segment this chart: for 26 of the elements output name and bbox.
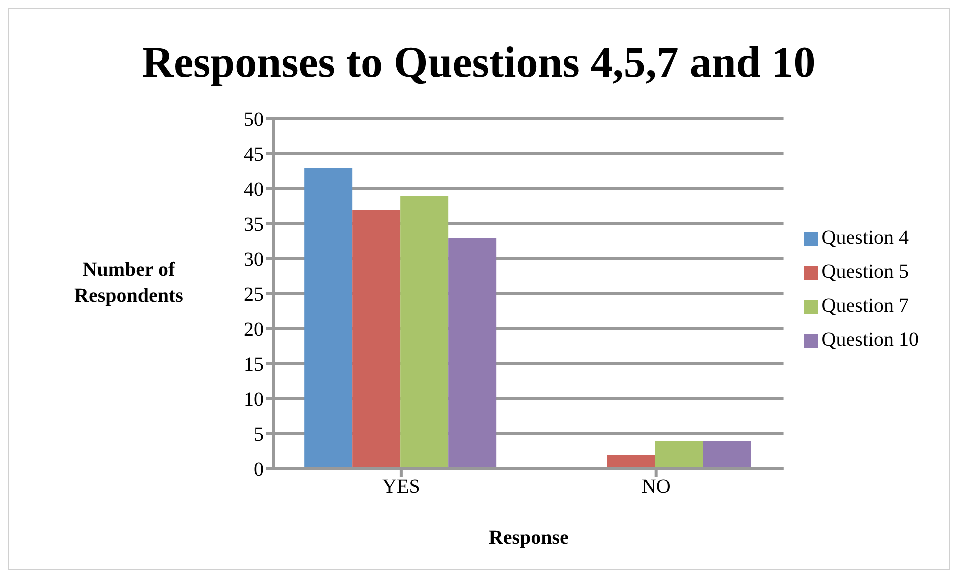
y-tick-label: 25 (244, 284, 264, 306)
legend-label: Question 5 (822, 261, 909, 283)
y-tick-label: 45 (244, 144, 264, 166)
bar (448, 238, 497, 469)
legend-label: Question 10 (822, 329, 919, 351)
bar (655, 441, 704, 469)
bar (400, 196, 449, 469)
y-tick-label: 30 (244, 249, 264, 272)
y-axis-title: Number of Respondents (74, 258, 184, 309)
y-tick-label: 5 (254, 424, 264, 446)
chart-title: Responses to Questions 4,5,7 and 10 (141, 37, 817, 88)
legend-label: Question 7 (822, 295, 909, 317)
y-tick-label: 0 (254, 459, 264, 482)
bar (703, 441, 752, 469)
y-tick-label: 50 (244, 109, 264, 132)
y-tick-label: 15 (244, 354, 264, 376)
y-tick-label: 10 (244, 389, 264, 412)
x-axis-title: Response (488, 527, 570, 549)
legend-label: Question 4 (822, 227, 909, 249)
bar (352, 210, 401, 469)
bar (304, 168, 353, 469)
y-tick-label: 35 (244, 214, 264, 236)
y-tick-label: 40 (244, 179, 264, 202)
x-tick-label: YES (382, 476, 420, 498)
y-tick-label: 20 (244, 319, 264, 342)
x-tick-label: NO (642, 476, 671, 498)
